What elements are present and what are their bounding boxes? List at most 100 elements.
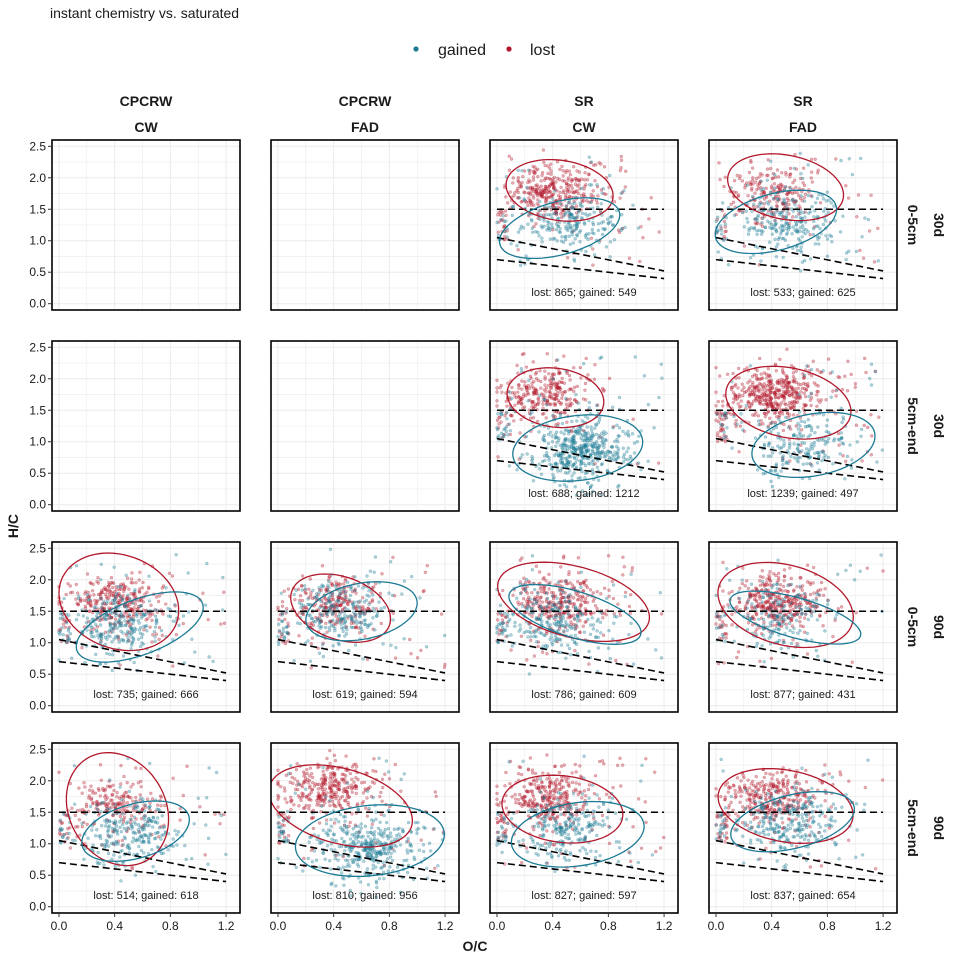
gained-point xyxy=(722,436,726,440)
lost-point xyxy=(86,595,91,599)
gained-point xyxy=(499,413,504,417)
lost-point xyxy=(620,226,625,231)
lost-point xyxy=(745,366,749,370)
lost-point xyxy=(614,658,618,663)
gained-point xyxy=(520,453,524,457)
gained-point xyxy=(847,157,851,161)
gained-point xyxy=(104,651,109,656)
gained-point xyxy=(859,156,863,161)
lost-point xyxy=(781,428,786,433)
lost-point xyxy=(804,388,808,392)
panel-points xyxy=(495,352,664,497)
lost-point xyxy=(129,577,134,581)
lost-point xyxy=(89,581,93,586)
lost-point xyxy=(791,391,795,396)
lost-point xyxy=(122,585,127,589)
lost-point xyxy=(782,380,786,384)
gained-point xyxy=(802,373,807,377)
lost-point xyxy=(802,381,806,385)
lost-point xyxy=(802,386,807,391)
lost-point xyxy=(761,604,766,608)
lost-point xyxy=(133,591,137,596)
gained-point xyxy=(574,227,578,231)
lost-point xyxy=(506,422,510,427)
gained-point xyxy=(812,444,816,448)
gained-point xyxy=(601,220,606,224)
lost-point xyxy=(548,614,553,618)
gained-point xyxy=(338,612,342,616)
gained-point xyxy=(798,238,802,243)
row-strip-bottom-1: 5cm-end xyxy=(905,397,921,455)
lost-point xyxy=(540,192,544,197)
gained-point xyxy=(757,204,761,208)
lost-point xyxy=(754,397,759,401)
gained-point xyxy=(503,628,508,632)
gained-point xyxy=(806,163,810,167)
lost-point xyxy=(516,371,520,375)
lost-point xyxy=(802,374,806,378)
gained-point xyxy=(590,616,594,620)
lost-point xyxy=(552,372,557,376)
gained-point xyxy=(390,593,395,597)
lost-point xyxy=(777,380,781,385)
lost-point xyxy=(553,613,557,617)
gained-point xyxy=(534,599,539,603)
lost-point xyxy=(873,369,877,373)
lost-point xyxy=(566,178,570,183)
gained-point xyxy=(564,485,569,489)
gained-point xyxy=(319,618,323,622)
gained-point xyxy=(572,228,577,233)
gained-point xyxy=(577,230,581,235)
gained-point xyxy=(495,220,499,225)
lost-point xyxy=(795,191,799,195)
lost-point xyxy=(790,393,794,397)
gained-point xyxy=(318,620,322,625)
gained-point xyxy=(86,598,90,602)
lost-point xyxy=(776,396,780,400)
gained-point xyxy=(328,628,332,633)
gained-point xyxy=(805,364,809,368)
gained-point xyxy=(600,443,604,447)
gained-point xyxy=(572,223,576,228)
gained-point xyxy=(523,588,527,593)
lost-point xyxy=(785,192,790,197)
gained-point xyxy=(579,461,584,466)
gained-point xyxy=(745,216,749,221)
lost-point xyxy=(778,392,782,396)
lost-point xyxy=(330,582,334,587)
gained-point xyxy=(772,224,776,229)
lost-point xyxy=(370,599,375,603)
lost-point xyxy=(757,175,761,179)
lost-point xyxy=(786,389,790,394)
lost-point xyxy=(577,170,581,174)
gained-point xyxy=(367,589,371,593)
gained-point xyxy=(545,604,549,609)
gained-point xyxy=(91,617,96,621)
gained-point xyxy=(602,455,607,459)
gained-point xyxy=(98,662,102,666)
gained-point xyxy=(341,629,345,634)
lost-point xyxy=(309,641,313,646)
gained-point xyxy=(591,434,595,438)
lost-point xyxy=(790,385,794,390)
lost-point xyxy=(335,604,339,608)
lost-point xyxy=(171,664,175,668)
gained-point xyxy=(524,254,528,258)
gained-point xyxy=(94,605,98,610)
gained-point xyxy=(307,613,311,618)
lost-point xyxy=(790,387,794,391)
lost-point xyxy=(756,183,760,187)
lost-point xyxy=(337,595,341,599)
lost-point xyxy=(579,447,583,451)
gained-point xyxy=(534,630,538,634)
gained-point xyxy=(285,630,289,634)
lost-point xyxy=(551,373,555,377)
gained-point xyxy=(798,431,802,435)
y-tick-label: 0.5 xyxy=(29,667,46,681)
lost-point xyxy=(773,411,778,415)
gained-point xyxy=(626,446,630,450)
gained-point xyxy=(558,226,562,231)
gained-point xyxy=(800,440,804,445)
gained-point xyxy=(763,435,768,439)
lost-point xyxy=(538,191,543,196)
